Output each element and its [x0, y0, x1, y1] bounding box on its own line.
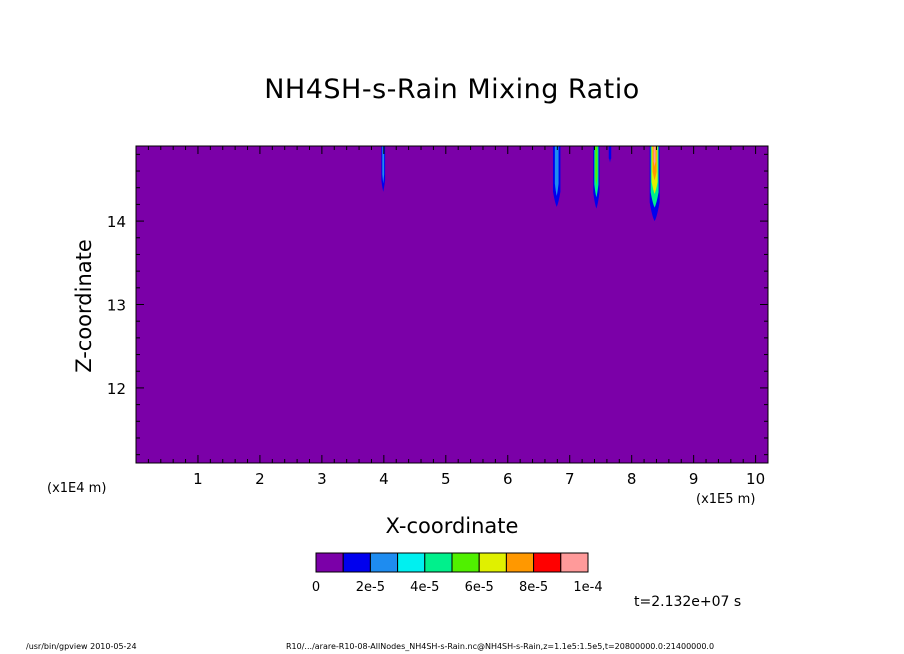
colorbar-swatch [424, 552, 453, 573]
x-tick-label: 5 [441, 470, 451, 488]
plume-3 [593, 146, 600, 209]
x-axis-unit: (x1E5 m) [696, 492, 756, 507]
colorbar-swatch [505, 552, 535, 573]
colorbar-swatch [369, 552, 399, 573]
colorbar-label: 0 [312, 580, 320, 595]
colorbar: 0 2e-5 4e-5 6e-5 8e-5 1e-4 [312, 552, 603, 595]
plot-field [136, 146, 768, 463]
plume-2 [552, 146, 561, 207]
plume-5-level-5 [653, 146, 656, 168]
plume-4-level-1 [608, 146, 612, 163]
x-tick-label: 7 [565, 470, 575, 488]
x-tick-label: 3 [317, 470, 327, 488]
colorbar-label: 4e-5 [410, 580, 439, 595]
colorbar-swatch [451, 552, 480, 573]
y-tick-label: 13 [107, 297, 126, 315]
x-tick-label: 1 [193, 470, 203, 488]
plume-2-level-2 [554, 146, 559, 196]
colorbar-swatch [397, 552, 426, 573]
colorbar-label: 6e-5 [465, 580, 494, 595]
plume-3-level-3 [595, 146, 598, 187]
y-axis-title: Z-coordinate [72, 239, 96, 373]
x-tick-label: 4 [379, 470, 389, 488]
time-label: t=2.132e+07 s [634, 594, 742, 610]
x-tick-label: 6 [503, 470, 513, 488]
x-axis-title: X-coordinate [385, 514, 519, 538]
y-tick-label: 14 [107, 213, 126, 231]
x-tick-label: 8 [627, 470, 637, 488]
plume-1-level-2 [382, 146, 385, 184]
colorbar-swatch [560, 552, 589, 573]
colorbar-label: 1e-4 [573, 580, 602, 595]
y-axis-unit: (x1E4 m) [47, 481, 107, 496]
x-tick-label: 2 [255, 470, 265, 488]
colorbar-label: 2e-5 [356, 580, 385, 595]
plume-5 [649, 146, 660, 222]
colorbar-label: 8e-5 [519, 580, 548, 595]
colorbar-swatch [533, 552, 562, 573]
y-tick-label: 12 [107, 380, 126, 398]
colorbar-swatch [315, 552, 344, 573]
footer-command: /usr/bin/gpview 2010-05-24 [26, 642, 137, 651]
colorbar-swatch [342, 552, 371, 573]
plume-1 [381, 146, 386, 192]
colorbar-swatch [478, 552, 507, 573]
footer-source: R10/.../arare-R10-08-AllNodes_NH4SH-s-Ra… [286, 642, 715, 651]
x-tick-label: 9 [689, 470, 699, 488]
chart-title: NH4SH-s-Rain Mixing Ratio [264, 74, 640, 105]
x-tick-label: 10 [746, 470, 765, 488]
plume-4 [608, 146, 612, 163]
